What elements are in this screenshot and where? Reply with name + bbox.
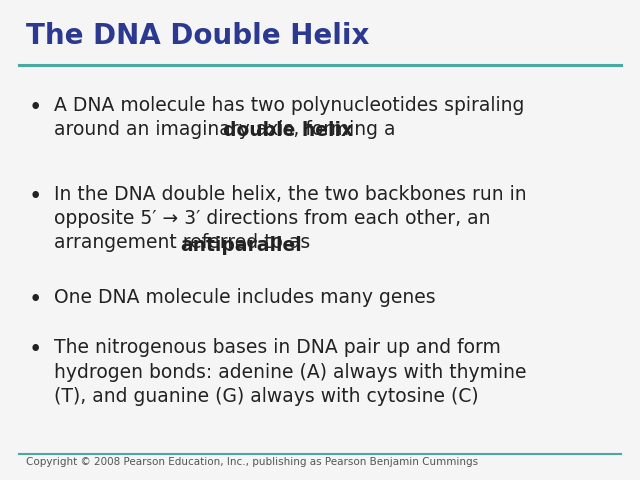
Text: •: • — [29, 288, 42, 311]
Text: A DNA molecule has two polynucleotides spiraling
around an imaginary axis, formi: A DNA molecule has two polynucleotides s… — [54, 96, 525, 139]
Text: •: • — [29, 338, 42, 361]
Text: •: • — [29, 96, 42, 119]
Text: •: • — [29, 185, 42, 208]
Text: antiparallel: antiparallel — [180, 236, 302, 255]
Text: The nitrogenous bases in DNA pair up and form
hydrogen bonds: adenine (A) always: The nitrogenous bases in DNA pair up and… — [54, 338, 527, 406]
Text: One DNA molecule includes many genes: One DNA molecule includes many genes — [54, 288, 436, 307]
Text: Copyright © 2008 Pearson Education, Inc., publishing as Pearson Benjamin Cumming: Copyright © 2008 Pearson Education, Inc.… — [26, 457, 477, 467]
Text: In the DNA double helix, the two backbones run in
opposite 5′ → 3′ directions fr: In the DNA double helix, the two backbon… — [54, 185, 527, 252]
Text: The DNA Double Helix: The DNA Double Helix — [26, 22, 369, 49]
Text: double helix: double helix — [223, 121, 353, 141]
